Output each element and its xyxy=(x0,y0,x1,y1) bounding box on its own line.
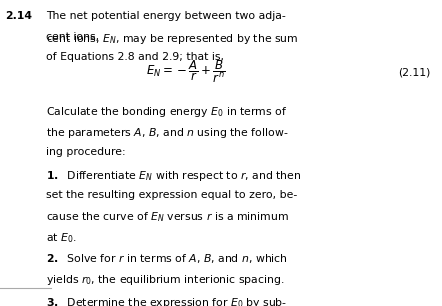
Text: 2.14: 2.14 xyxy=(5,11,32,21)
Text: $\mathbf{2.}$  Solve for $r$ in terms of $A$, $B$, and $n$, which: $\mathbf{2.}$ Solve for $r$ in terms of … xyxy=(46,252,288,265)
Text: $\mathbf{1.}$  Differentiate $E_N$ with respect to $r$, and then: $\mathbf{1.}$ Differentiate $E_N$ with r… xyxy=(46,169,302,183)
Text: the parameters $A$, $B$, and $n$ using the follow-: the parameters $A$, $B$, and $n$ using t… xyxy=(46,126,289,140)
Text: $E_N = -\dfrac{A}{r} + \dfrac{B}{r^n}$: $E_N = -\dfrac{A}{r} + \dfrac{B}{r^n}$ xyxy=(146,59,225,85)
Text: of Equations 2.8 and 2.9; that is,: of Equations 2.8 and 2.9; that is, xyxy=(46,52,225,62)
Text: yields $r_0$, the equilibrium interionic spacing.: yields $r_0$, the equilibrium interionic… xyxy=(46,273,285,287)
Text: ing procedure:: ing procedure: xyxy=(46,147,126,157)
Text: set the resulting expression equal to zero, be-: set the resulting expression equal to ze… xyxy=(46,190,297,200)
Text: (2.11): (2.11) xyxy=(398,67,430,77)
Text: The net potential energy between two adja-: The net potential energy between two adj… xyxy=(46,11,286,21)
Text: cent ions, $E_N$, may be represented by the sum: cent ions, $E_N$, may be represented by … xyxy=(46,32,299,46)
Text: Calculate the bonding energy $E_0$ in terms of: Calculate the bonding energy $E_0$ in te… xyxy=(46,105,288,119)
Text: at $E_0$.: at $E_0$. xyxy=(46,231,77,245)
Text: cent ions,: cent ions, xyxy=(46,32,103,42)
Text: $\mathbf{3.}$  Determine the expression for $E_0$ by sub-: $\mathbf{3.}$ Determine the expression f… xyxy=(46,296,288,306)
Text: cause the curve of $E_N$ versus $r$ is a minimum: cause the curve of $E_N$ versus $r$ is a… xyxy=(46,211,290,224)
